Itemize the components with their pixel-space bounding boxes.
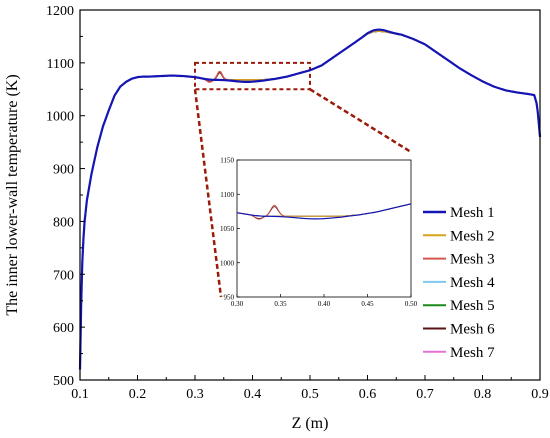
main-series-group	[78, 28, 542, 370]
inset-x-tick-label: 0.45	[361, 300, 374, 308]
y-tick-label: 700	[53, 268, 74, 283]
main-axes: 0.1 0.2 0.3 0.4 0.5 0.6 0.7 0.8 0.9 500 600 700 800 9…	[46, 4, 549, 402]
x-tick-label: 0.3	[186, 387, 204, 402]
inset-x-tick-label: 0.50	[405, 300, 418, 308]
series-line-mesh-1	[78, 28, 542, 370]
x-tick-label: 0.4	[244, 387, 262, 402]
x-tick-label: 0.9	[531, 387, 549, 402]
legend-label-mesh-1: Mesh 1	[450, 205, 495, 221]
legend-label-mesh-3: Mesh 3	[450, 252, 495, 268]
x-tick-label: 0.8	[474, 387, 492, 402]
y-tick-label: 1200	[46, 4, 74, 19]
legend-label-mesh-5: Mesh 5	[450, 298, 495, 314]
legend-label-mesh-6: Mesh 6	[450, 322, 495, 338]
y-tick-label: 1000	[46, 110, 74, 125]
y-tick-label: 900	[53, 163, 74, 178]
y-tick-label: 1100	[47, 57, 74, 72]
inset-x-tick-label: 0.40	[318, 300, 331, 308]
inset-x-tick-label: 0.30	[231, 300, 244, 308]
y-axis-title: The inner lower-wall temperature (K)	[4, 74, 21, 315]
x-tick-label: 0.5	[301, 387, 319, 402]
y-tick-label: 800	[53, 215, 74, 230]
zoom-connector-left	[193, 89, 223, 298]
inset-series-group	[237, 203, 411, 220]
x-tick-label: 0.1	[71, 387, 89, 402]
inset-y-tick-label: 1050	[220, 225, 235, 233]
zoom-connector-lines	[193, 88, 412, 298]
inset-series-line-mesh-1	[237, 203, 411, 220]
inset-y-tick-label: 1000	[220, 259, 235, 267]
legend: Mesh 1 Mesh 2 Mesh 3 Mesh 4 Mesh 5 Mesh 6 Mesh…	[423, 205, 495, 361]
legend-label-mesh-2: Mesh 2	[450, 228, 495, 244]
y-tick-label: 600	[53, 321, 74, 336]
inset-chart: 0.30 0.35 0.40 0.45 0.50 950 1000 1050 1100 1150	[220, 157, 418, 309]
legend-label-mesh-4: Mesh 4	[450, 275, 495, 291]
x-tick-label: 0.2	[129, 387, 147, 402]
x-axis-title: Z (m)	[292, 415, 329, 432]
y-tick-label: 500	[53, 374, 74, 389]
inset-y-tick-label: 1100	[220, 191, 234, 199]
inset-y-tick-label: 1150	[220, 157, 234, 165]
zoom-connector-right	[309, 88, 412, 154]
x-tick-label: 0.6	[359, 387, 377, 402]
legend-label-mesh-7: Mesh 7	[450, 345, 495, 361]
inset-frame	[236, 159, 412, 298]
inset-y-tick-label: 950	[224, 294, 235, 302]
x-tick-label: 0.7	[416, 387, 434, 402]
inset-x-tick-label: 0.35	[274, 300, 287, 308]
